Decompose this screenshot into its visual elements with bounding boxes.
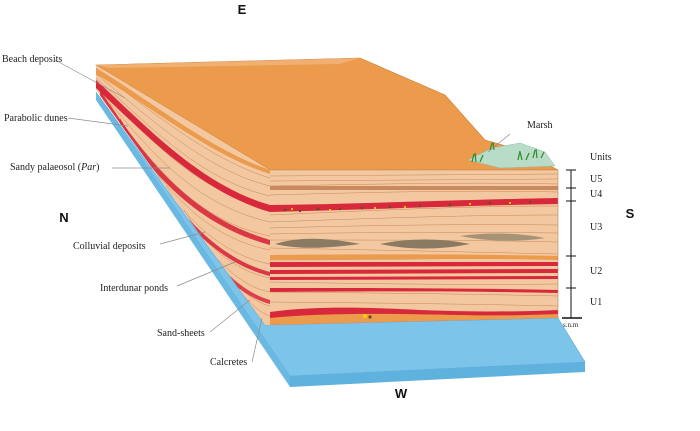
unit-scale: Units U5 U4 U3 U2 U1 s.n.m [562,152,612,329]
label-colluvial-deposits: Colluvial deposits [73,241,146,252]
label-parabolic-dunes: Parabolic dunes [4,113,68,124]
label-beach-deposits: Beach deposits [2,54,62,65]
label-sandy-palaeosol: Sandy palaeosol (Par) [10,162,99,173]
front-face [270,170,558,325]
units-title: Units [590,152,612,163]
compass-south: S [626,206,635,221]
unit-u2: U2 [590,266,602,277]
unit-u3: U3 [590,222,602,233]
marsh [467,141,556,169]
unit-u4: U4 [590,189,602,200]
label-calcretes: Calcretes [210,357,247,368]
compass-east: E [238,2,247,17]
compass-north: N [59,210,68,225]
compass-west: W [395,386,408,401]
leader-lines [54,59,511,363]
label-marsh: Marsh [527,120,553,131]
label-sandy-palaeosol-abbr: Par [80,162,96,173]
datum-label: s.n.m [563,321,579,329]
unit-u1: U1 [590,297,602,308]
front-face-outline [270,169,559,318]
unit-u5: U5 [590,174,602,185]
sea-base [95,91,586,387]
label-interdunar-ponds: Interdunar ponds [100,283,168,294]
label-sand-sheets: Sand-sheets [157,328,205,339]
